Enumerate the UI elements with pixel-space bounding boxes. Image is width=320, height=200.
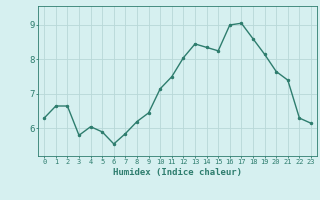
X-axis label: Humidex (Indice chaleur): Humidex (Indice chaleur) [113, 168, 242, 177]
